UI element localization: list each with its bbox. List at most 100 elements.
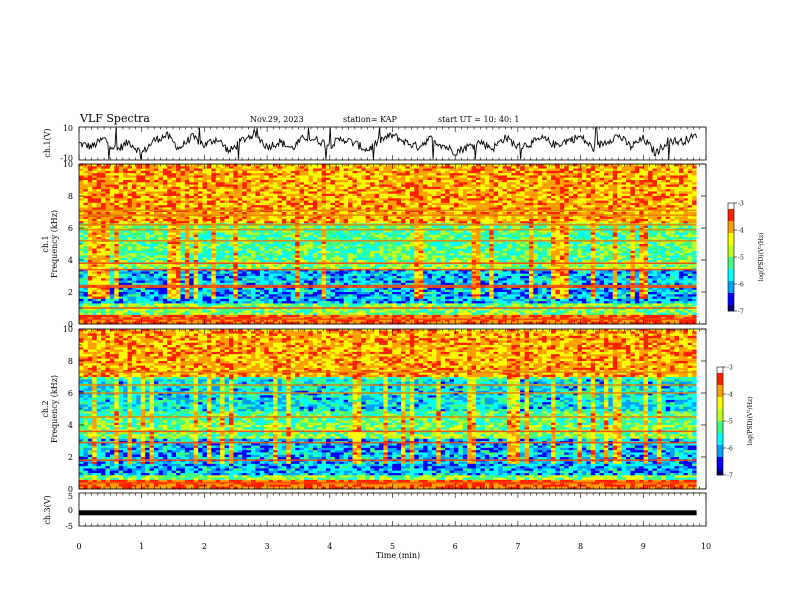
spectrogram-cell	[273, 218, 278, 222]
spectrogram-cell	[370, 276, 375, 279]
spectrogram-cell	[206, 200, 212, 204]
spectrogram-cell	[392, 200, 398, 204]
spectrogram-cell	[273, 260, 278, 263]
spectrogram-cell	[202, 282, 208, 286]
spectrogram-cell	[295, 212, 300, 215]
spectrogram-cell	[326, 255, 331, 259]
spectrogram-cell	[356, 218, 362, 222]
spectrogram-cell	[162, 273, 168, 277]
spectrogram-cell	[326, 253, 331, 256]
spectrogram-cell	[303, 216, 309, 220]
spectrogram-cell	[356, 166, 362, 169]
spectrogram-cell	[321, 218, 327, 222]
spectrogram-cell	[211, 310, 217, 313]
spectrogram-cell	[268, 289, 274, 293]
spectrogram-cell	[321, 276, 327, 279]
spectrogram-cell	[303, 234, 309, 238]
spectrogram-cell	[198, 230, 203, 233]
spectrogram-cell	[180, 177, 186, 181]
spectrogram-cell	[101, 232, 106, 236]
spectrogram-cell	[356, 260, 362, 263]
spectrogram-cell	[273, 244, 278, 247]
spectrogram-cell	[105, 170, 111, 174]
spectrogram-cell	[290, 264, 296, 268]
spectrogram-cell	[171, 234, 177, 238]
spectrogram-cell	[96, 186, 102, 190]
spectrogram-cell	[264, 255, 270, 259]
spectrogram-cell	[167, 301, 173, 304]
spectrogram-cell	[295, 264, 300, 268]
spectrogram-cell	[242, 180, 248, 183]
spectrogram-cell	[228, 184, 234, 188]
spectrogram-cell	[140, 271, 146, 275]
spectrogram-cell	[162, 308, 168, 311]
spectrogram-cell	[237, 244, 243, 247]
spectrogram-cell	[87, 212, 93, 215]
spectrogram-cell	[378, 310, 384, 313]
spectrogram-cell	[387, 246, 393, 249]
spectrogram-cell	[308, 202, 314, 206]
spectrogram-cell	[206, 273, 212, 277]
spectrogram-cell	[109, 301, 115, 304]
spectrogram-cell	[233, 260, 239, 263]
spectrogram-cell	[180, 269, 186, 272]
spectrogram-cell	[171, 280, 177, 284]
spectrogram-cell	[189, 314, 195, 318]
spectrogram-cell	[299, 312, 305, 316]
spectrogram-cell	[378, 303, 384, 307]
spectrogram-cell	[303, 189, 309, 192]
spectrogram-cell	[286, 173, 292, 176]
spectrogram-cell	[83, 292, 89, 295]
spectrogram-cell	[237, 207, 243, 211]
spectrogram-cell	[96, 289, 102, 293]
spectrogram-cell	[378, 164, 384, 167]
spectrogram-cell	[242, 202, 248, 206]
spectrogram-cell	[264, 166, 270, 169]
spectrogram-cell	[145, 182, 150, 185]
spectrogram-cell	[303, 312, 309, 316]
spectrogram-cell	[96, 260, 102, 263]
spectrogram-cell	[153, 234, 159, 238]
spectrogram-cell	[303, 221, 309, 224]
spectrogram-cell	[87, 269, 93, 272]
spectrogram-cell	[352, 230, 358, 233]
spectrogram-cell	[299, 273, 305, 277]
spectrogram-cell	[273, 173, 278, 176]
spectrogram-cell	[153, 301, 159, 304]
spectrogram-cell	[352, 255, 358, 259]
spectrogram-cell	[145, 191, 150, 195]
spectrogram-cell	[149, 170, 155, 174]
spectrogram-cell	[264, 308, 270, 311]
spectrogram-cell	[339, 221, 345, 224]
spectrogram-cell	[184, 173, 190, 176]
spectrogram-cell	[96, 177, 102, 181]
spectrogram-cell	[343, 255, 349, 259]
spectrogram-cell	[189, 257, 195, 261]
spectrogram-cell	[290, 271, 296, 275]
spectrogram-cell	[242, 248, 248, 252]
spectrogram-cell	[242, 312, 248, 316]
spectrogram-cell	[211, 257, 217, 261]
spectrogram-cell	[348, 244, 353, 247]
spectrogram-cell	[153, 241, 159, 245]
spectrogram-cell	[312, 319, 318, 323]
spectrogram-cell	[184, 205, 190, 208]
spectrogram-cell	[101, 184, 106, 188]
spectrogram-cell	[206, 257, 212, 261]
spectrogram-cell	[167, 196, 173, 199]
spectrogram-cell	[321, 253, 327, 256]
spectrogram-cell	[334, 164, 340, 167]
spectrogram-cell	[206, 168, 212, 172]
spectrogram-cell	[109, 177, 115, 181]
spectrogram-cell	[308, 250, 314, 254]
spectrogram-cell	[383, 234, 389, 238]
spectrogram-cell	[237, 164, 243, 167]
spectrogram-cell	[136, 264, 142, 268]
spectrogram-cell	[162, 248, 168, 252]
spectrogram-cell	[105, 319, 111, 323]
spectrogram-cell	[118, 289, 124, 293]
spectrogram-cell	[387, 260, 393, 263]
spectrogram-cell	[312, 310, 318, 313]
spectrogram-cell	[184, 264, 190, 268]
spectrogram-cell	[295, 198, 300, 201]
